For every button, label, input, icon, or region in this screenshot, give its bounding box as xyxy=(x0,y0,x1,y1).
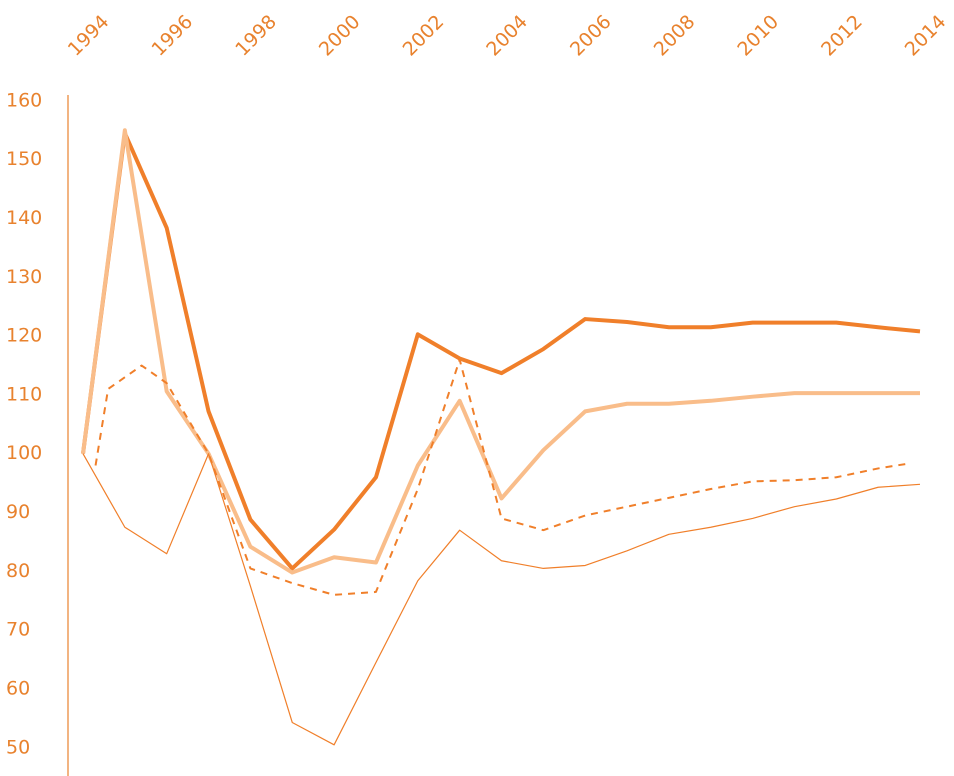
y-tick-label: 150 xyxy=(6,148,42,170)
y-tick-label: 90 xyxy=(6,501,30,523)
x-tick-label: 2014 xyxy=(901,11,951,61)
x-tick-label: 1994 xyxy=(64,11,114,61)
y-tick-label: 130 xyxy=(6,266,42,288)
x-tick-label: 2006 xyxy=(566,11,616,61)
x-tick-label: 1998 xyxy=(231,11,281,61)
y-tick-label: 100 xyxy=(6,442,42,464)
x-tick-label: 1996 xyxy=(147,11,197,61)
line-series xyxy=(81,131,921,571)
x-tick-label: 2012 xyxy=(817,11,867,61)
y-tick-label: 160 xyxy=(6,89,42,111)
y-tick-label: 50 xyxy=(6,736,30,758)
x-tick-label: 2000 xyxy=(315,11,365,61)
y-tick-label: 80 xyxy=(6,560,30,582)
x-tick-label: 2008 xyxy=(650,11,700,61)
line-series xyxy=(82,453,921,746)
y-tick-label: 140 xyxy=(6,207,42,229)
x-tick-label: 2010 xyxy=(733,11,783,61)
y-tick-label: 120 xyxy=(6,325,42,347)
y-tick-label: 60 xyxy=(6,677,30,699)
line-series xyxy=(94,358,908,596)
x-tick-label: 2002 xyxy=(399,11,449,61)
line-series xyxy=(81,128,920,575)
y-tick-label: 70 xyxy=(6,619,30,641)
y-tick-label: 110 xyxy=(6,383,42,405)
x-tick-label: 2004 xyxy=(482,11,532,61)
